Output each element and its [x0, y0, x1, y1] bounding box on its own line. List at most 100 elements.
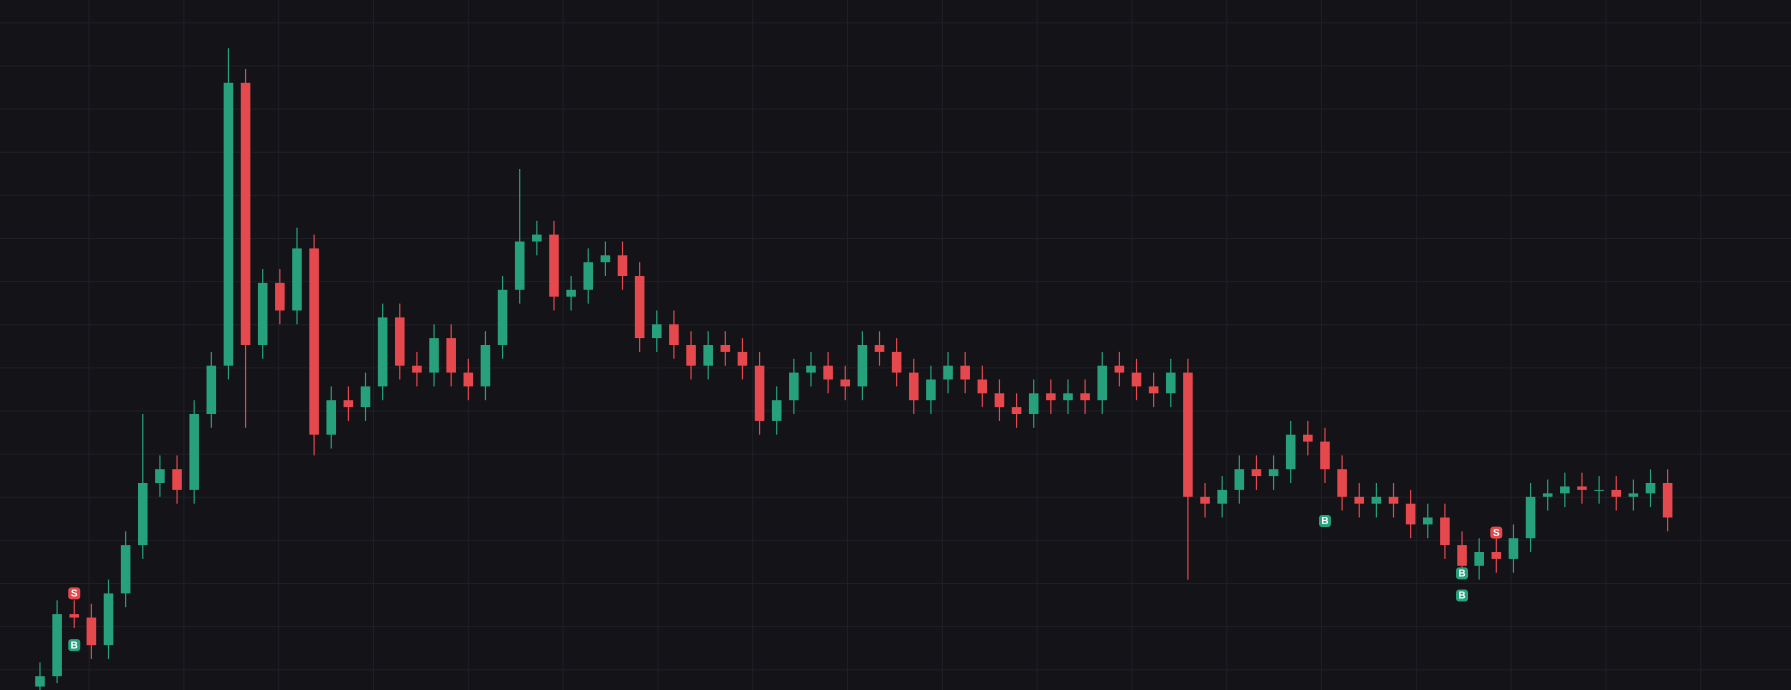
candle-body	[789, 372, 799, 401]
candle-body	[1268, 469, 1279, 477]
candle-body	[583, 262, 594, 290]
candle-body	[754, 365, 765, 421]
candle-body	[600, 255, 611, 263]
candle-body	[1405, 503, 1416, 525]
candle-body	[69, 614, 80, 618]
candle-body	[532, 234, 542, 242]
candle-body	[703, 345, 713, 366]
candle-body	[977, 379, 988, 394]
candle-body	[943, 365, 953, 380]
candle-body	[1354, 496, 1365, 504]
candle-body	[960, 365, 970, 380]
signal-label: S	[71, 589, 78, 600]
candle-body	[103, 593, 114, 646]
candle-body	[1046, 393, 1056, 401]
signal-label: B	[1458, 569, 1465, 580]
candle-body	[1148, 386, 1159, 394]
candle-body	[1611, 489, 1622, 497]
candle-body	[1560, 486, 1570, 494]
candle-body	[1337, 469, 1347, 497]
candle-body	[172, 469, 182, 490]
candle-body	[86, 617, 97, 646]
candle-body	[480, 345, 491, 387]
candle-body	[1645, 483, 1656, 494]
candle-body	[908, 372, 919, 401]
signal-marker	[1318, 514, 1331, 527]
candle-body	[1251, 469, 1262, 477]
candle-body	[891, 351, 902, 373]
candle-body	[1183, 372, 1193, 497]
candle-body	[1508, 538, 1519, 559]
candle-body	[155, 469, 165, 483]
candle-body	[634, 276, 645, 339]
candle-body	[326, 400, 337, 435]
signal-label: B	[71, 640, 78, 651]
candle-body	[1011, 407, 1022, 414]
signal-marker	[68, 587, 81, 600]
candle-body	[1422, 517, 1433, 525]
candle-body	[994, 393, 1005, 408]
signal-label: B	[1321, 516, 1328, 527]
candle-body	[360, 386, 371, 408]
candle-body	[206, 365, 217, 414]
candle-body	[1594, 489, 1604, 491]
candle-body	[223, 82, 234, 366]
candle-body	[669, 324, 679, 345]
candle-body	[874, 345, 885, 352]
candle-body	[1217, 489, 1227, 504]
candle-body	[806, 365, 816, 373]
candle-body	[1028, 393, 1039, 414]
signal-marker	[1456, 589, 1469, 602]
candle-body	[1542, 493, 1553, 497]
candle-body	[1097, 365, 1108, 401]
signal-marker	[1456, 567, 1469, 580]
candle-body	[1371, 496, 1382, 504]
candle-body	[463, 372, 474, 387]
candle-body	[1320, 441, 1330, 470]
signal-label: S	[1493, 528, 1500, 539]
candle-body	[566, 289, 576, 297]
candle-body	[737, 351, 748, 366]
candle-body	[651, 324, 662, 339]
candle-body	[514, 241, 525, 290]
signal-marker	[1490, 526, 1503, 539]
candle-body	[857, 345, 868, 387]
candle-body	[1131, 372, 1142, 387]
candle-body	[292, 248, 302, 311]
candle-body	[1114, 365, 1125, 373]
candle-body	[1525, 496, 1536, 539]
candle-body	[120, 545, 131, 594]
candle-body	[52, 614, 62, 677]
candle-body	[1080, 393, 1090, 401]
candle-body	[497, 289, 508, 345]
candle-body	[275, 282, 285, 311]
candle-body	[1457, 545, 1467, 566]
candle-body	[1628, 493, 1639, 497]
candle-body	[1234, 469, 1245, 490]
candle-body	[1577, 486, 1587, 490]
candle-body	[617, 255, 628, 276]
candle-body	[429, 338, 439, 373]
candle-body	[343, 400, 354, 408]
candle-body	[35, 676, 45, 687]
candle-body	[137, 483, 148, 546]
candle-body	[1662, 483, 1673, 518]
candle-body	[549, 234, 559, 297]
candle-body	[309, 248, 319, 435]
candle-body	[840, 379, 851, 387]
candle-body	[446, 338, 456, 373]
candle-body	[1440, 517, 1450, 546]
signal-label: B	[1458, 591, 1465, 602]
candle-body	[926, 379, 936, 401]
candle-body	[1063, 393, 1073, 401]
candle-body	[1165, 372, 1176, 394]
candle-body	[1474, 552, 1484, 566]
candle-body	[1388, 496, 1399, 504]
candle-body	[1200, 496, 1210, 504]
signal-marker	[68, 639, 81, 652]
candle-body	[720, 345, 731, 352]
candle-body	[1491, 552, 1502, 559]
